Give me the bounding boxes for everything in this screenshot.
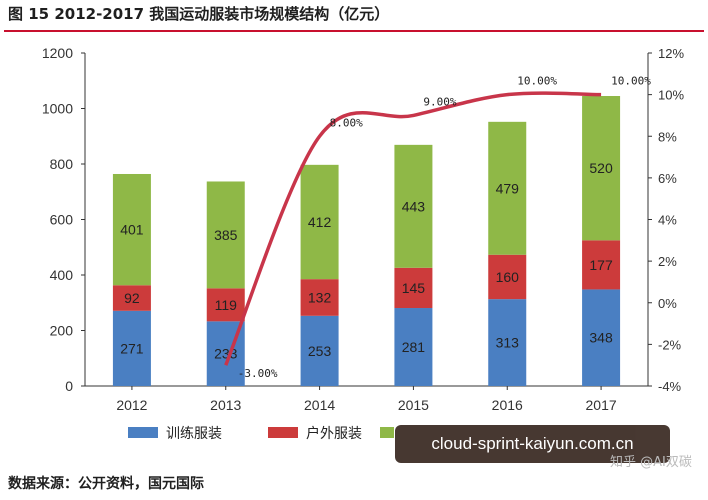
y-tick-label: 600 (50, 212, 74, 228)
bar-outdoor (206, 288, 245, 322)
bar-outdoor (300, 279, 339, 316)
y2-tick-label: 0% (658, 296, 677, 311)
x-tick-label: 2017 (586, 397, 617, 413)
bar-value-label: 443 (402, 198, 426, 214)
x-tick-label: 2014 (304, 397, 335, 413)
bar-value-label: 119 (215, 297, 238, 313)
y-tick-label: 0 (65, 378, 73, 394)
x-tick-label: 2012 (116, 397, 147, 413)
stacked-bar-line-chart: 0 200 400 600 800 1000 1200 -4% -2% 0% 2% 4% 6% 8% 10%… (42, 45, 685, 442)
bar-value-label: 348 (589, 330, 613, 346)
bar-training (488, 299, 527, 386)
y-tick-label: 1200 (42, 45, 73, 61)
bar-outdoor (582, 240, 621, 290)
source-note: 数据来源：公开资料，国元国际 (8, 476, 204, 492)
bar-value-label: 253 (308, 343, 332, 359)
y-tick-label: 800 (50, 156, 74, 172)
legend-outdoor-label: 户外服装 (306, 425, 362, 442)
y-tick-label: 1000 (42, 101, 73, 117)
y-tick-label: 400 (50, 267, 74, 283)
bar-value-label: 520 (589, 160, 613, 176)
y2-tick-label: 10% (658, 88, 684, 103)
legend-training-label: 训练服装 (166, 426, 222, 442)
bar-value-label: 313 (496, 335, 520, 351)
y2-tick-label: 6% (658, 171, 677, 186)
bar-value-label: 177 (589, 257, 613, 273)
y2-tick-label: 12% (658, 46, 684, 61)
y-tick-label: 200 (50, 323, 74, 339)
bar-value-label: 401 (120, 222, 144, 238)
watermark-banner: cloud-sprint-kaiyun.com.cn (395, 425, 670, 463)
bar-training (394, 308, 433, 386)
bar-outdoor (112, 285, 151, 311)
growth-line (224, 91, 602, 366)
growth-point-label: -3.00% (238, 367, 278, 380)
x-tick-label: 2013 (210, 397, 241, 413)
bar-value-label: 132 (308, 289, 332, 305)
y2-tick-label: -4% (658, 379, 682, 394)
bar-value-label: 281 (402, 339, 426, 355)
bar-third (112, 173, 151, 286)
bar-value-label: 145 (402, 280, 426, 296)
growth-point-label: 10.00% (611, 75, 651, 88)
bar-outdoor (394, 267, 433, 309)
bar-value-label: 92 (124, 290, 140, 306)
bar-value-label: 385 (214, 227, 238, 243)
x-tick-label: 2016 (492, 397, 523, 413)
bar-training (300, 315, 339, 386)
corner-watermark: 知乎 @AI双碳 (610, 455, 692, 470)
x-tick-label: 2015 (398, 397, 429, 413)
title-divider (4, 30, 704, 32)
bar-third (582, 96, 621, 241)
bar-training (582, 289, 621, 386)
legend-training-swatch (128, 427, 158, 438)
y2-tick-label: 8% (658, 129, 677, 144)
legend-third-swatch (380, 427, 394, 438)
bar-outdoor (488, 254, 527, 300)
growth-point-label: 8.00% (330, 116, 363, 129)
bar-value-label: 412 (308, 214, 332, 230)
legend-outdoor-swatch (268, 427, 298, 438)
growth-point-label: 9.00% (423, 95, 456, 108)
bar-value-label: 271 (120, 340, 144, 356)
y2-tick-label: 2% (658, 254, 677, 269)
bar-third (488, 121, 527, 255)
y2-tick-label: 4% (658, 213, 677, 228)
bar-value-label: 479 (496, 180, 520, 196)
y2-tick-label: -2% (658, 337, 682, 352)
bar-value-label: 160 (496, 269, 520, 285)
bar-value-label: 233 (214, 346, 238, 362)
bar-third (394, 144, 433, 268)
chart-title: 图 15 2012-2017 我国运动服装市场规模结构（亿元） (8, 5, 390, 23)
bar-third (206, 181, 245, 289)
growth-point-label: 10.00% (517, 75, 557, 88)
bar-training (112, 310, 151, 386)
bar-third (300, 164, 339, 280)
